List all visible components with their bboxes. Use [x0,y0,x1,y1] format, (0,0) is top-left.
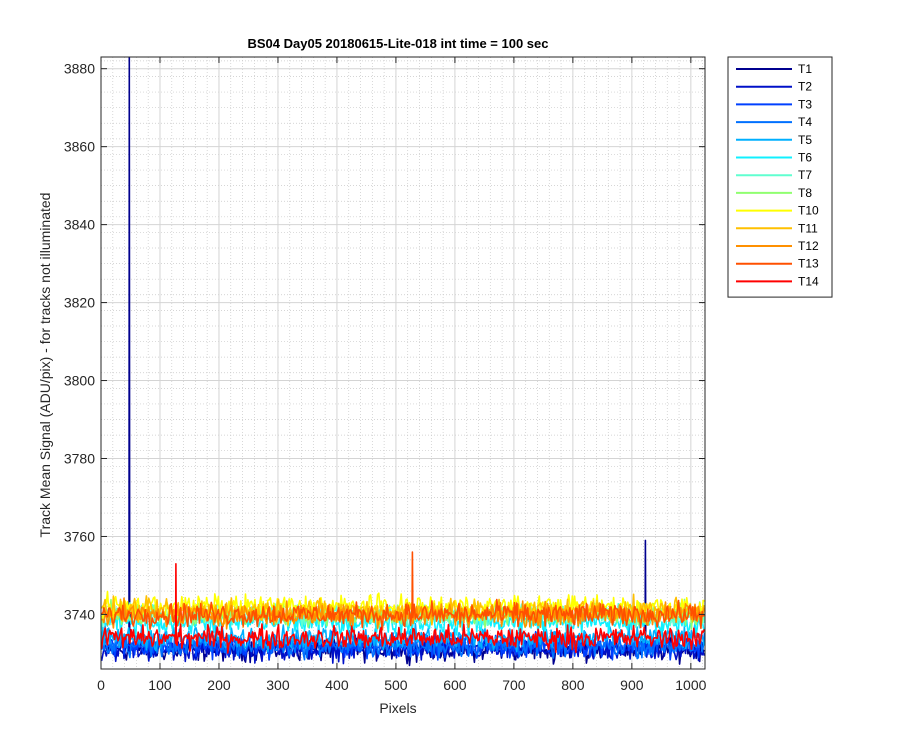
x-tick-label: 900 [620,677,644,693]
y-tick-label: 3800 [64,373,95,389]
legend-label-t2: T2 [798,80,812,94]
x-tick-label: 1000 [675,677,706,693]
x-tick-label: 100 [148,677,172,693]
legend-label-t13: T13 [798,257,819,271]
x-tick-label: 700 [502,677,526,693]
y-tick-label: 3740 [64,606,95,622]
legend-label-t10: T10 [798,204,819,218]
y-tick-label: 3760 [64,528,95,544]
plot-lines [101,57,705,667]
axes [100,56,706,670]
legend-label-t11: T11 [798,221,818,235]
chart-title: BS04 Day05 20180615-Lite-018 int time = … [248,36,549,51]
legend-label-t4: T4 [798,115,812,129]
x-tick-label: 800 [561,677,585,693]
legend-label-t12: T12 [798,239,819,253]
legend-label-t6: T6 [798,151,812,165]
x-tick-label: 400 [325,677,349,693]
x-tick-label: 300 [266,677,290,693]
tick-labels: 0 100 200 300 400 500 600 700 800 900 1000 3740 3760… [64,61,707,693]
legend-label-t1: T1 [798,62,812,76]
series-line-t13 [101,551,705,631]
legend-box [727,56,833,298]
y-tick-label: 3820 [64,295,95,311]
x-tick-label: 0 [97,677,105,693]
x-tick-label: 600 [443,677,467,693]
legend[interactable]: T1 T2 T3 T4 T5 T6 T7 T8 T10 T11 T12 T13 T14 [727,56,833,298]
y-tick-label: 3880 [64,61,95,77]
y-tick-label: 3780 [64,451,95,467]
legend-label-t8: T8 [798,186,812,200]
series-line-t1 [101,57,705,667]
series-line-t14 [101,562,705,654]
y-tick-label: 3860 [64,139,95,155]
grid [100,57,705,669]
y-tick-label: 3840 [64,217,95,233]
legend-label-t14: T14 [798,274,819,288]
x-tick-label: 200 [207,677,231,693]
x-tick-label: 500 [384,677,408,693]
y-axis-label: Track Mean Signal (ADU/pix) - for tracks… [37,193,53,538]
legend-label-t7: T7 [798,168,812,182]
legend-label-t3: T3 [798,97,812,111]
x-axis-label: Pixels [379,700,416,716]
plot-frame [100,56,706,670]
legend-label-t5: T5 [798,133,812,147]
